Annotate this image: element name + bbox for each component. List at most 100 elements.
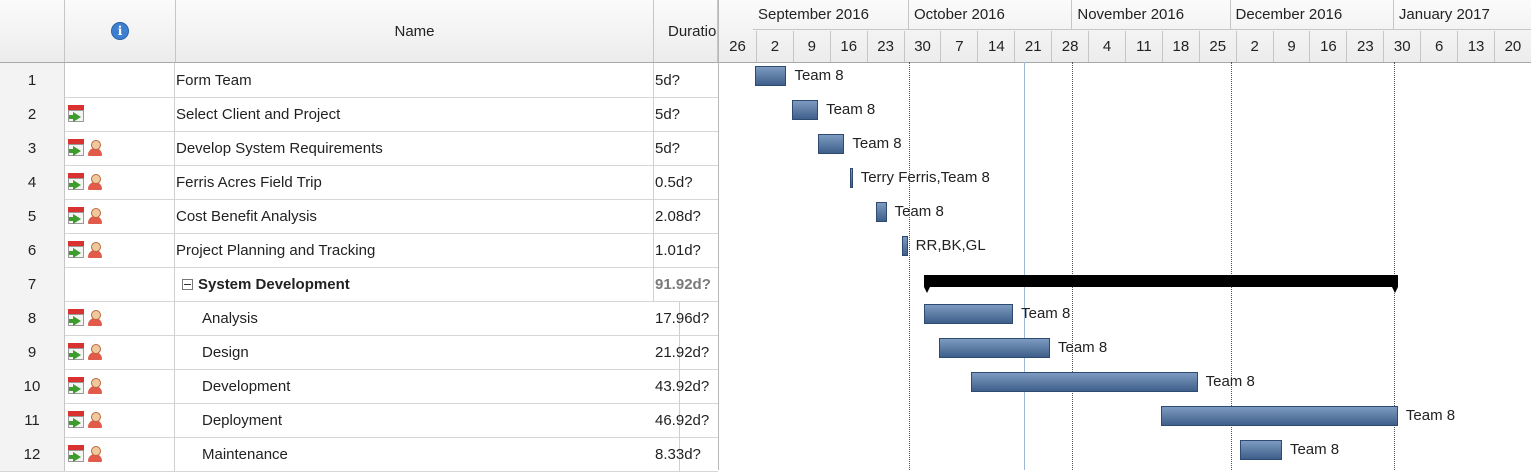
- row-number: 11: [0, 403, 65, 437]
- task-duration[interactable]: 91.92d?: [655, 275, 711, 293]
- task-bar[interactable]: [849, 168, 853, 188]
- task-duration[interactable]: 5d?: [655, 71, 681, 89]
- task-resource-label: Team 8: [826, 101, 876, 118]
- week-label: 16: [831, 31, 868, 62]
- task-bar[interactable]: [876, 202, 887, 222]
- task-row[interactable]: 10 Development 43.92d?: [0, 369, 718, 404]
- task-resource-label: Team 8: [852, 135, 902, 152]
- indicator-cell: [65, 131, 175, 165]
- task-name[interactable]: Development: [176, 369, 680, 403]
- task-row[interactable]: 7 System Development 91.92d?: [0, 267, 718, 302]
- week-label: 25: [1200, 31, 1237, 62]
- task-name[interactable]: System Development: [176, 267, 654, 301]
- week-label: 18: [1163, 31, 1200, 62]
- task-row[interactable]: 2 Select Client and Project 5d?: [0, 97, 718, 132]
- task-row[interactable]: 4 Ferris Acres Field Trip 0.5d?: [0, 165, 718, 200]
- task-name-text: Development: [202, 377, 291, 395]
- indicator-cell: [65, 267, 175, 301]
- task-duration[interactable]: 5d?: [655, 139, 681, 157]
- task-name-text: Maintenance: [202, 445, 288, 463]
- task-name-text: Select Client and Project: [176, 105, 341, 123]
- task-row[interactable]: 9 Design 21.92d?: [0, 335, 718, 370]
- task-duration[interactable]: 1.01d?: [655, 241, 701, 259]
- week-label: 9: [1274, 31, 1311, 62]
- task-name[interactable]: Develop System Requirements: [176, 131, 654, 165]
- task-name[interactable]: Deployment: [176, 403, 680, 437]
- row-number-header[interactable]: [0, 0, 65, 62]
- indicator-cell: [65, 199, 175, 233]
- task-row[interactable]: 12 Maintenance 8.33d?: [0, 437, 718, 472]
- task-bar[interactable]: [754, 66, 787, 86]
- name-column-header[interactable]: Name: [176, 0, 654, 62]
- task-bar[interactable]: [923, 304, 1014, 324]
- task-resource-label: RR,BK,GL: [915, 237, 986, 254]
- task-duration[interactable]: 5d?: [655, 105, 681, 123]
- summary-bar[interactable]: [923, 275, 1399, 293]
- task-name[interactable]: Ferris Acres Field Trip: [176, 165, 654, 199]
- task-row[interactable]: 11 Deployment 46.92d?: [0, 403, 718, 438]
- task-row[interactable]: 1 Form Team 5d?: [0, 63, 718, 98]
- month-label: December 2016: [1230, 0, 1394, 30]
- week-label: 11: [1126, 31, 1163, 62]
- row-number: 2: [0, 97, 65, 131]
- task-name[interactable]: Project Planning and Tracking: [176, 233, 654, 267]
- month-label: September 2016: [753, 0, 909, 30]
- week-label: 7: [942, 31, 979, 62]
- task-row[interactable]: 8 Analysis 17.96d?: [0, 301, 718, 336]
- calendar-constraint-icon: [67, 445, 85, 463]
- row-number: 7: [0, 267, 65, 301]
- task-bar[interactable]: [902, 236, 908, 256]
- task-name[interactable]: Analysis: [176, 301, 680, 335]
- week-label: 28: [1052, 31, 1090, 62]
- task-bar[interactable]: [939, 338, 1050, 358]
- indicator-cell: [65, 97, 175, 131]
- calendar-constraint-icon: [67, 241, 85, 259]
- task-row[interactable]: 6 Project Planning and Tracking 1.01d?: [0, 233, 718, 268]
- resource-icon: [86, 445, 104, 463]
- task-resource-label: Team 8: [1205, 373, 1255, 390]
- task-duration[interactable]: 17.96d?: [655, 309, 710, 327]
- week-label: 16: [1311, 31, 1348, 62]
- row-number: 5: [0, 199, 65, 233]
- task-duration[interactable]: 2.08d?: [655, 207, 701, 225]
- task-row[interactable]: 3 Develop System Requirements 5d?: [0, 131, 718, 166]
- indicator-cell: [65, 369, 175, 403]
- task-duration[interactable]: 0.5d?: [655, 173, 693, 191]
- task-duration[interactable]: 21.92d?: [655, 343, 710, 361]
- task-duration[interactable]: 43.92d?: [655, 377, 710, 395]
- week-label: 21: [1015, 31, 1053, 62]
- week-label: 9: [794, 31, 831, 62]
- current-date-line: [1023, 62, 1025, 470]
- indicator-cell: [65, 335, 175, 369]
- task-bar[interactable]: [1239, 440, 1282, 460]
- task-name[interactable]: Select Client and Project: [176, 97, 654, 131]
- week-label: 14: [978, 31, 1016, 62]
- task-name-text: Develop System Requirements: [176, 139, 383, 157]
- task-name[interactable]: Cost Benefit Analysis: [176, 199, 654, 233]
- task-name-text: Design: [202, 343, 249, 361]
- task-name-text: Project Planning and Tracking: [176, 241, 376, 259]
- calendar-constraint-icon: [67, 139, 85, 157]
- task-row[interactable]: 5 Cost Benefit Analysis 2.08d?: [0, 199, 718, 234]
- task-bar[interactable]: [818, 134, 845, 154]
- calendar-constraint-icon: [67, 105, 85, 123]
- task-name[interactable]: Maintenance: [176, 437, 680, 471]
- month-label: October 2016: [908, 0, 1073, 30]
- calendar-constraint-icon: [67, 309, 85, 327]
- task-bar[interactable]: [970, 372, 1198, 392]
- task-name[interactable]: Design: [176, 335, 680, 369]
- task-duration[interactable]: 8.33d?: [655, 445, 701, 463]
- indicator-cell: [65, 165, 175, 199]
- duration-column-header[interactable]: Duratio: [654, 0, 718, 62]
- indicator-cell: [65, 63, 175, 97]
- task-name-text: Form Team: [176, 71, 252, 89]
- task-duration[interactable]: 46.92d?: [655, 411, 710, 429]
- info-column-header[interactable]: i: [65, 0, 176, 62]
- indicator-cell: [65, 437, 175, 471]
- task-name[interactable]: Form Team: [176, 63, 654, 97]
- task-bar[interactable]: [791, 100, 819, 120]
- calendar-constraint-icon: [67, 411, 85, 429]
- task-bar[interactable]: [1160, 406, 1398, 426]
- resource-icon: [86, 173, 104, 191]
- collapse-toggle-icon[interactable]: [182, 278, 193, 290]
